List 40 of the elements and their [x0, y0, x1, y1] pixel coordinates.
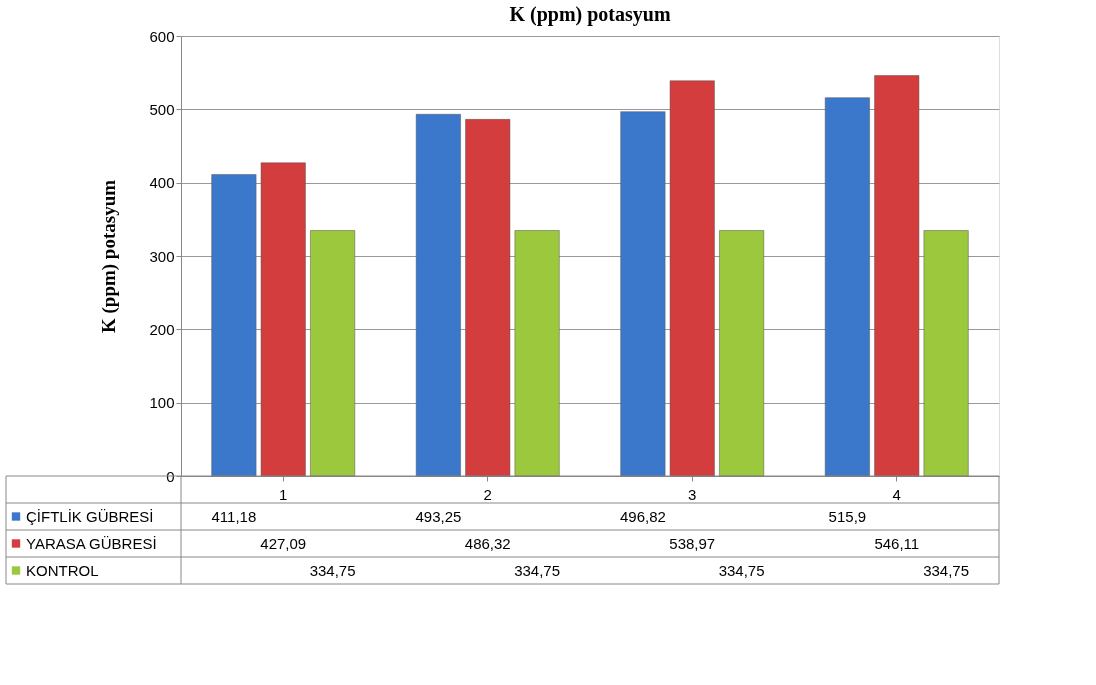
y-tick-label: 400 — [149, 174, 175, 192]
x-tick-label: 3 — [688, 485, 697, 503]
y-tick-label: 600 — [149, 27, 175, 45]
bar — [719, 230, 765, 477]
x-tick-label: 4 — [892, 485, 901, 503]
y-tick-label: 500 — [149, 100, 175, 118]
legend-label: ÇİFTLİK GÜBRESİ — [26, 507, 154, 525]
data-label: 427,09 — [260, 534, 307, 552]
y-tick-label: 100 — [149, 394, 175, 412]
y-tick-label: 0 — [166, 467, 175, 485]
bar — [669, 80, 715, 477]
data-label: 546,11 — [874, 534, 920, 552]
bar — [465, 119, 511, 477]
bar — [260, 162, 306, 477]
data-label: 493,25 — [415, 507, 462, 525]
bar — [923, 230, 969, 477]
bar — [415, 114, 461, 477]
data-label: 496,82 — [619, 507, 666, 525]
data-label: 334,75 — [514, 561, 561, 579]
bar — [620, 111, 666, 477]
bar — [874, 75, 920, 477]
data-label: 411,18 — [211, 507, 257, 525]
legend-label: KONTROL — [26, 561, 99, 579]
y-tick-label: 200 — [149, 320, 175, 338]
bar — [824, 97, 870, 477]
bar — [514, 230, 560, 477]
bar — [310, 230, 356, 477]
x-tick-label: 1 — [279, 485, 288, 503]
legend-label: YARASA GÜBRESİ — [26, 534, 157, 552]
data-label: 334,75 — [923, 561, 970, 579]
data-label: 486,32 — [464, 534, 511, 552]
y-tick-label: 300 — [149, 247, 175, 265]
bar — [211, 174, 257, 477]
y-axis-title: K (ppm) potasyum — [98, 179, 121, 334]
data-label: 538,97 — [669, 534, 716, 552]
data-label: 334,75 — [309, 561, 356, 579]
data-label: 334,75 — [718, 561, 765, 579]
chart-title: K (ppm) potasyum — [509, 3, 671, 26]
x-tick-label: 2 — [483, 485, 492, 503]
data-label: 515,9 — [828, 507, 867, 525]
